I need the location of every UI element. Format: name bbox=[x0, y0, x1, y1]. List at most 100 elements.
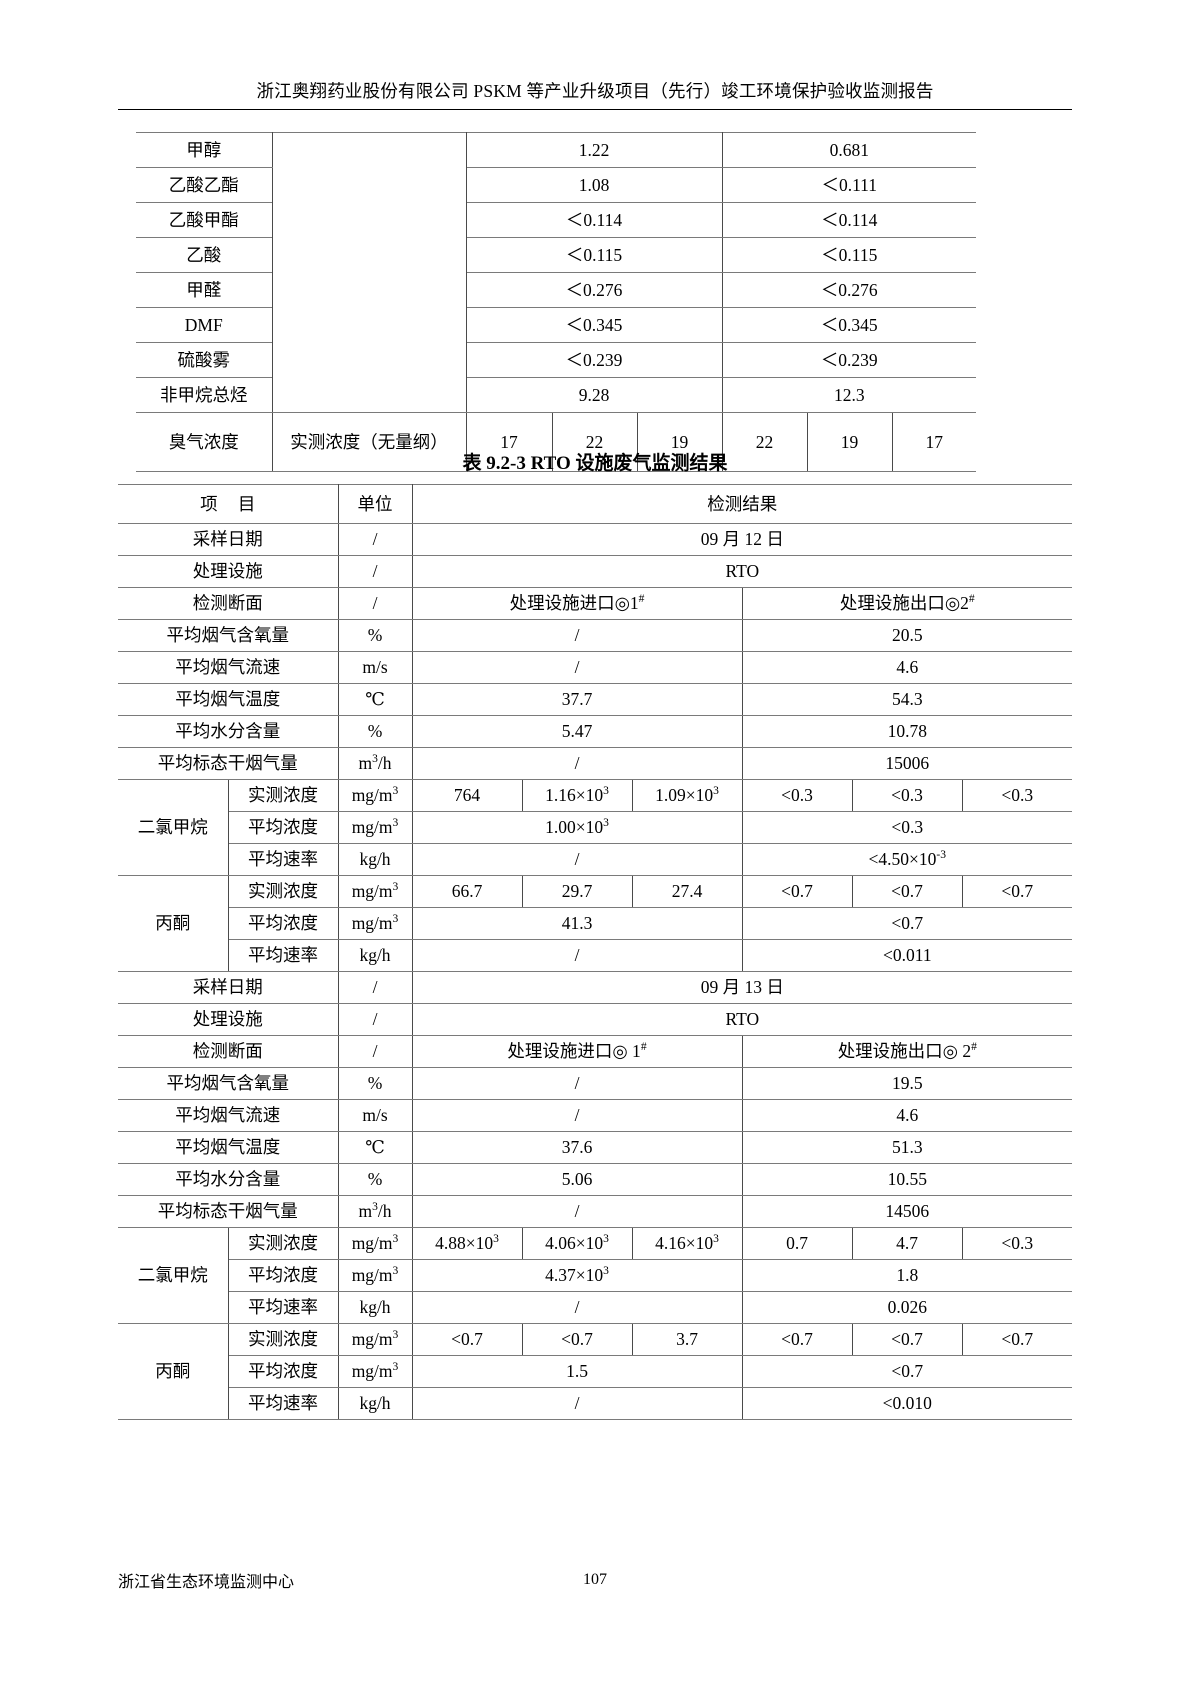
table-row-section: 检测断面 / 处理设施进口◎1# 处理设施出口◎2# bbox=[118, 587, 1073, 620]
cell-unit: mg/m3 bbox=[337, 1227, 413, 1260]
label-moisture: 平均水分含量 bbox=[118, 715, 339, 748]
cell-unit: / bbox=[337, 1035, 413, 1068]
cell-unit: / bbox=[337, 523, 413, 556]
label-pollutant-dcm: 二氯甲烷 bbox=[118, 779, 229, 876]
label-measured-conc: 实测浓度 bbox=[227, 1227, 339, 1260]
cell-facility-value: RTO bbox=[411, 1003, 1073, 1036]
cell-oxygen-inlet: / bbox=[411, 1067, 743, 1100]
cell-unit: / bbox=[337, 555, 413, 588]
cell-unit: % bbox=[337, 619, 413, 652]
label-average-rate: 平均速率 bbox=[227, 1291, 339, 1324]
cell-oxygen-inlet: / bbox=[411, 619, 743, 652]
label-average-rate: 平均速率 bbox=[227, 1387, 339, 1420]
label-sample-date: 采样日期 bbox=[118, 971, 339, 1004]
label-moisture: 平均水分含量 bbox=[118, 1163, 339, 1196]
cell-acetone-measured: <0.7 bbox=[851, 1323, 963, 1356]
cell-unit: ℃ bbox=[337, 683, 413, 716]
cell-acetone-measured: 29.7 bbox=[521, 875, 633, 908]
label-measured-conc: 实测浓度 bbox=[227, 779, 339, 812]
running-header: 浙江奥翔药业股份有限公司 PSKM 等产业升级项目（先行）竣工环境保护验收监测报… bbox=[118, 78, 1072, 110]
cell-value-outlet: ＜0.276 bbox=[721, 272, 976, 308]
cell-dcm-avg-inlet: 1.00×103 bbox=[411, 811, 743, 844]
cell-section-inlet: 处理设施进口◎1# bbox=[411, 587, 743, 620]
cell-dcm-measured: <0.3 bbox=[741, 779, 853, 812]
cell-dcm-avg-outlet: <0.3 bbox=[741, 811, 1073, 844]
table-row-acetone-measured: 丙酮 实测浓度 mg/m3 66.7 29.7 27.4 <0.7 <0.7 <… bbox=[118, 875, 1073, 972]
cell-acetone-avg-outlet: <0.7 bbox=[741, 1355, 1073, 1388]
label-pollutant-dcm: 二氯甲烷 bbox=[118, 1227, 229, 1324]
header-item: 项 目 bbox=[118, 484, 339, 524]
table-caption: 表 9.2-3 RTO 设施废气监测结果 bbox=[462, 453, 728, 474]
cell-value-outlet: 0.681 bbox=[721, 132, 976, 168]
cell-unit: mg/m3 bbox=[337, 779, 413, 812]
cell-temperature-outlet: 51.3 bbox=[741, 1131, 1073, 1164]
table-row-dcm-average: 平均浓度 mg/m3 1.00×103 <0.3 bbox=[118, 811, 1073, 844]
cell-unit: kg/h bbox=[337, 843, 413, 876]
cell-moisture-inlet: 5.47 bbox=[411, 715, 743, 748]
cell-temperature-inlet: 37.6 bbox=[411, 1131, 743, 1164]
cell-velocity-outlet: 4.6 bbox=[741, 1099, 1073, 1132]
cell-section-outlet: 处理设施出口◎2# bbox=[741, 587, 1073, 620]
label-average-conc: 平均浓度 bbox=[227, 811, 339, 844]
cell-dcm-measured: 1.09×103 bbox=[631, 779, 743, 812]
cell-flow-inlet: / bbox=[411, 747, 743, 780]
label-velocity: 平均烟气流速 bbox=[118, 651, 339, 684]
cell-pollutant-name: 乙酸 bbox=[136, 237, 273, 273]
cell-dcm-measured: 4.16×103 bbox=[631, 1227, 743, 1260]
cell-unit: kg/h bbox=[337, 1387, 413, 1420]
cell-acetone-measured: <0.7 bbox=[411, 1323, 523, 1356]
cell-dcm-rate-inlet: / bbox=[411, 1291, 743, 1324]
cell-dcm-measured: 0.7 bbox=[741, 1227, 853, 1260]
cell-unit: % bbox=[337, 1067, 413, 1100]
table-row-dcm-rate: 平均速率 kg/h / <4.50×10-3 bbox=[118, 843, 1073, 876]
cell-acetone-measured: <0.7 bbox=[961, 875, 1073, 908]
cell-acetone-measured: <0.7 bbox=[851, 875, 963, 908]
cell-dcm-rate-outlet: <4.50×10-3 bbox=[741, 843, 1073, 876]
cell-value-inlet: ＜0.114 bbox=[465, 202, 723, 238]
cell-pollutant-name: 乙酸甲酯 bbox=[136, 202, 273, 238]
cell-unit: ℃ bbox=[337, 1131, 413, 1164]
table-row: DMF ＜0.345 ＜0.345 bbox=[136, 307, 976, 343]
label-oxygen: 平均烟气含氧量 bbox=[118, 1067, 339, 1100]
cell-value-outlet: ＜0.115 bbox=[721, 237, 976, 273]
cell-acetone-rate-inlet: / bbox=[411, 939, 743, 972]
cell-unit: m/s bbox=[337, 1099, 413, 1132]
cell-dcm-avg-outlet: 1.8 bbox=[741, 1259, 1073, 1292]
label-facility: 处理设施 bbox=[118, 555, 339, 588]
cell-unit: mg/m3 bbox=[337, 875, 413, 908]
cell-value-inlet: ＜0.345 bbox=[465, 307, 723, 343]
cell-unit: mg/m3 bbox=[337, 907, 413, 940]
cell-acetone-avg-inlet: 41.3 bbox=[411, 907, 743, 940]
cell-value-outlet: ＜0.114 bbox=[721, 202, 976, 238]
cell-unit: mg/m3 bbox=[337, 1323, 413, 1356]
header-unit: 单位 bbox=[337, 484, 413, 524]
label-sample-date: 采样日期 bbox=[118, 523, 339, 556]
cell-value-inlet: 1.08 bbox=[465, 167, 723, 203]
cell-dcm-measured: <0.3 bbox=[851, 779, 963, 812]
label-flow: 平均标态干烟气量 bbox=[118, 1195, 339, 1228]
cell-dcm-measured: <0.3 bbox=[961, 1227, 1073, 1260]
label-average-conc: 平均浓度 bbox=[227, 1355, 339, 1388]
label-pollutant-acetone: 丙酮 bbox=[118, 875, 229, 972]
table-row-dcm-measured: 二氯甲烷 实测浓度 mg/m3 4.88×103 4.06×103 4.16×1… bbox=[118, 1227, 1073, 1324]
label-average-conc: 平均浓度 bbox=[227, 907, 339, 940]
cell-odor-label: 臭气浓度 bbox=[136, 412, 273, 472]
page-footer: 浙江省生态环境监测中心 107 bbox=[118, 1568, 1072, 1592]
table-row-odor: 臭气浓度 实测浓度（无量纲） 17 22 19 22 19 17 bbox=[136, 412, 976, 472]
table-row-section: 检测断面 / 处理设施进口◎ 1# 处理设施出口◎ 2# bbox=[118, 1035, 1073, 1068]
label-temperature: 平均烟气温度 bbox=[118, 683, 339, 716]
cell-value-inlet: ＜0.115 bbox=[465, 237, 723, 273]
cell-unit: mg/m3 bbox=[337, 1355, 413, 1388]
table-row: 甲醇 1.22 0.681 bbox=[136, 132, 976, 413]
cell-unit: m3/h bbox=[337, 747, 413, 780]
cell-unit: kg/h bbox=[337, 939, 413, 972]
table-row-velocity: 平均烟气流速 m/s / 4.6 bbox=[118, 1099, 1073, 1132]
table-row-moisture: 平均水分含量 % 5.47 10.78 bbox=[118, 715, 1073, 748]
cell-unit: kg/h bbox=[337, 1291, 413, 1324]
footer-page-number: 107 bbox=[583, 1571, 607, 1588]
cell-pollutant-name: 甲醇 bbox=[136, 132, 273, 168]
cell-flow-outlet: 14506 bbox=[741, 1195, 1073, 1228]
cell-odor-value: 17 bbox=[891, 412, 976, 472]
cell-facility-value: RTO bbox=[411, 555, 1073, 588]
